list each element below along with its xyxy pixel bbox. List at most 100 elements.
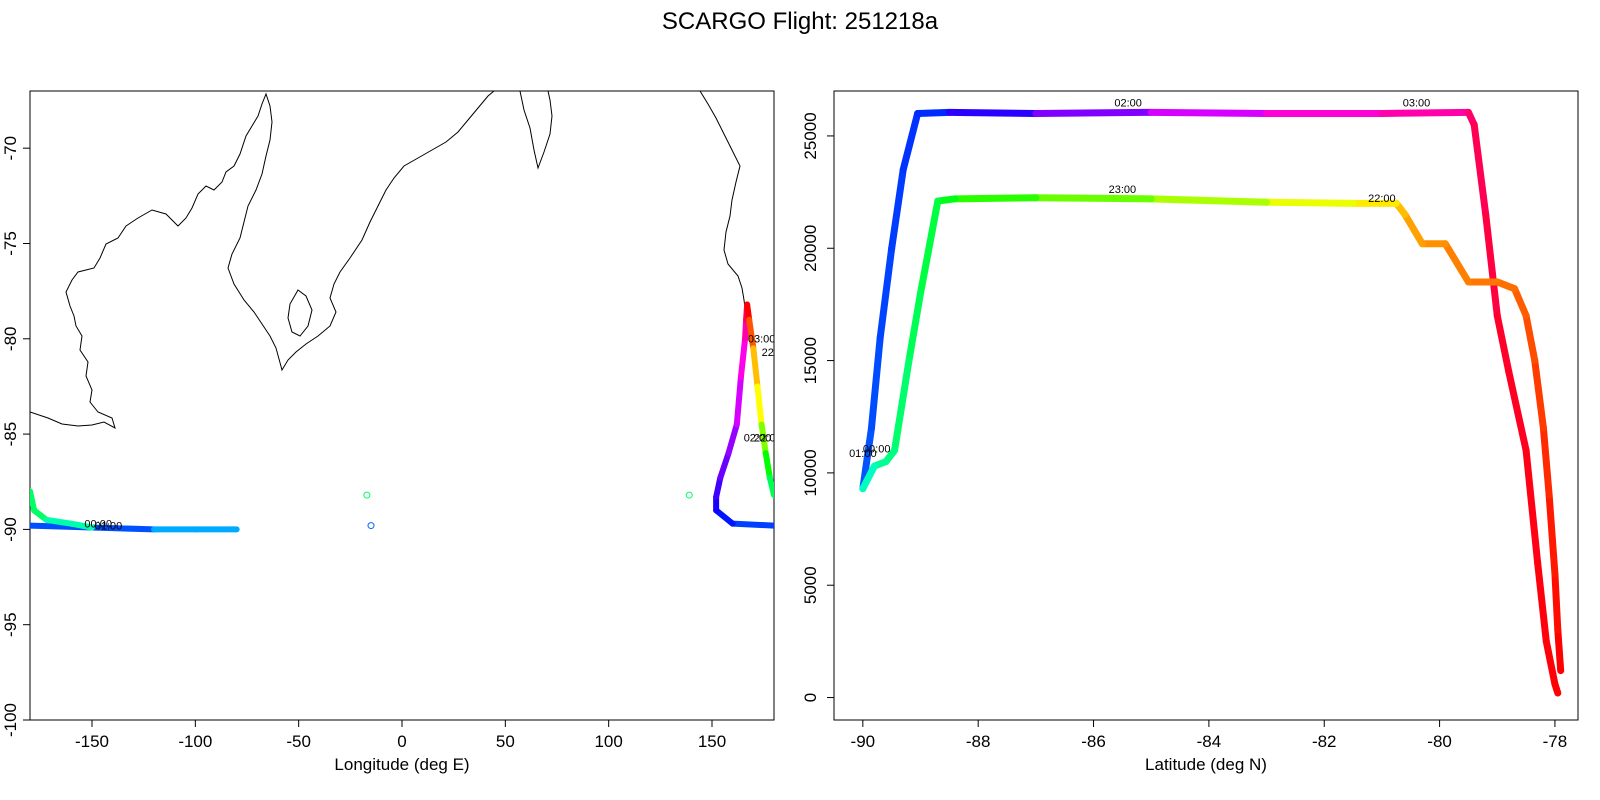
map-x-tick-label: -50 xyxy=(286,732,311,751)
map-time-label: 02:00 xyxy=(744,433,772,445)
map-track-far-side-segment xyxy=(746,316,757,352)
map-track-far-side-segment xyxy=(762,450,773,481)
map-track-far-side-segment xyxy=(717,450,732,481)
altitude-time-label: 00:00 xyxy=(863,444,891,456)
altitude-track-return-segment xyxy=(1511,285,1530,320)
altitude-track-outbound-segment xyxy=(1378,108,1472,117)
altitude-track-outbound-segment xyxy=(1551,680,1562,697)
map-track-far-side-segment xyxy=(733,373,744,428)
map-x-tick-label: 150 xyxy=(698,732,726,751)
map-y-tick-label: -75 xyxy=(1,231,20,256)
altitude-time-label: 22:00 xyxy=(1368,193,1396,205)
altitude-y-tick-label: 0 xyxy=(801,693,820,702)
coastline-ross xyxy=(519,91,553,170)
map-plot-frame xyxy=(29,90,775,721)
map-y-tick-label: -100 xyxy=(1,703,20,737)
altitude-track-return-segment xyxy=(1554,626,1565,675)
altitude-track-outbound-segment xyxy=(945,108,1040,117)
altitude-x-tick-label: -78 xyxy=(1543,732,1568,751)
altitude-track-outbound-segment xyxy=(1505,368,1530,454)
coastline-island xyxy=(287,289,313,337)
map-track-return-segment xyxy=(30,488,38,514)
altitude-time-label: 03:00 xyxy=(1403,98,1431,110)
altitude-track-return-segment xyxy=(1441,240,1472,286)
map-x-axis-label: Longitude (deg E) xyxy=(334,755,469,774)
altitude-track-return-segment xyxy=(891,357,913,454)
altitude-track-outbound-segment xyxy=(1542,637,1559,688)
altitude-track-return-segment xyxy=(1032,194,1155,203)
altitude-track-return-segment xyxy=(1263,198,1357,207)
altitude-track-outbound-segment xyxy=(867,334,884,432)
altitude-time-label: 02:00 xyxy=(1114,98,1142,110)
altitude-x-tick-label: -88 xyxy=(966,732,991,751)
altitude-track-outbound-segment xyxy=(888,166,907,252)
altitude-track-return-segment xyxy=(1401,211,1426,248)
altitude-y-tick-label: 25000 xyxy=(801,112,820,159)
altitude-track-outbound-segment xyxy=(1522,446,1542,567)
altitude-x-axis-label: Latitude (deg N) xyxy=(1145,755,1267,774)
map-track-outbound-segment xyxy=(89,524,157,533)
map-time-label: 22:00 xyxy=(754,433,782,445)
map-y-tick-label: -95 xyxy=(1,612,20,637)
map-track-far-side-segment xyxy=(750,345,761,390)
altitude-x-tick-label: -80 xyxy=(1427,732,1452,751)
antarctic-coastline xyxy=(30,91,761,430)
altitude-track-return-segment xyxy=(1551,570,1562,634)
map-x-tick-label: 50 xyxy=(496,732,515,751)
map-track-far-side-segment xyxy=(713,507,736,527)
altitude-track-outbound-segment xyxy=(1493,312,1513,376)
altitude-track-outbound-segment xyxy=(1032,108,1155,117)
map-track-far-side-segment xyxy=(725,421,740,457)
altitude-x-tick-label: -90 xyxy=(851,732,876,751)
altitude-track-return-segment xyxy=(1545,491,1559,578)
map-x-tick-label: -100 xyxy=(178,732,212,751)
map-track-far-side-segment xyxy=(758,421,769,457)
altitude-track-return-segment xyxy=(1539,424,1553,499)
altitude-time-label: 23:00 xyxy=(1109,184,1137,196)
altitude-track-outbound-segment xyxy=(876,244,896,342)
altitude-track-return-segment xyxy=(859,462,878,493)
map-y-tick-label: -85 xyxy=(1,422,20,447)
altitude-x-tick-label: -84 xyxy=(1197,732,1222,751)
map-x-tick-label: 0 xyxy=(397,732,406,751)
map-track-far-side-segment xyxy=(742,316,750,342)
map-time-label: 00:00 xyxy=(84,518,112,530)
altitude-plot-frame xyxy=(833,90,1579,721)
altitude-track-outbound-segment xyxy=(1147,108,1271,117)
altitude-y-tick-label: 10000 xyxy=(801,449,820,496)
altitude-track-return-segment xyxy=(951,194,1040,203)
map-time-label: 22 xyxy=(762,347,774,359)
map-x-tick-label: -150 xyxy=(75,732,109,751)
altitude-y-tick-label: 15000 xyxy=(801,337,820,384)
map-stray-point xyxy=(363,491,371,499)
altitude-track-return-segment xyxy=(1531,357,1547,432)
map-y-tick-label: -70 xyxy=(1,136,20,161)
map-x-tick-label: 100 xyxy=(594,732,622,751)
chart-title: SCARGO Flight: 251218a xyxy=(661,8,939,35)
map-track-far-side-segment xyxy=(766,474,774,499)
altitude-track-return-segment xyxy=(1522,312,1539,365)
altitude-x-tick-label: -86 xyxy=(1081,732,1106,751)
altitude-panel: 02:00 03:00 23:00 22:00 01:0000:00 -90 -88 -86… xyxy=(801,90,1579,774)
map-y-tick-label: -90 xyxy=(1,517,20,542)
map-track-far-side-segment xyxy=(713,474,724,500)
altitude-track-outbound-segment xyxy=(1534,559,1550,645)
altitude-track-return-segment xyxy=(905,289,925,365)
altitude-track-outbound-segment xyxy=(914,108,953,117)
map-time-label: 03:00 xyxy=(748,334,776,346)
altitude-y-tick-label: 5000 xyxy=(801,566,820,604)
altitude-y-tick-label: 20000 xyxy=(801,225,820,272)
map-track-far-side-segment xyxy=(754,383,765,428)
map-track-return-segment xyxy=(68,520,95,531)
map-track-far-side-segment xyxy=(729,520,774,529)
map-stray-point xyxy=(367,522,375,530)
map-time-label: 01:00 xyxy=(95,520,123,532)
coastline-west xyxy=(30,91,495,430)
altitude-track-return-segment xyxy=(1147,195,1271,206)
map-stray-point xyxy=(685,491,693,499)
map-y-tick-label: -80 xyxy=(1,326,20,351)
altitude-x-tick-label: -82 xyxy=(1312,732,1337,751)
altitude-track-outbound-segment xyxy=(1482,211,1501,320)
